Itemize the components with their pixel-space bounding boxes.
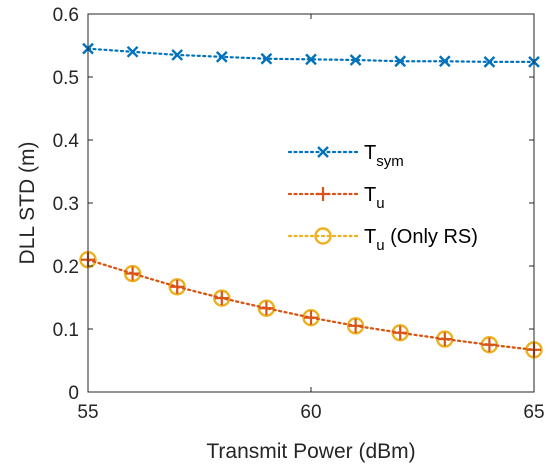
legend-label-0: Tsym <box>364 142 404 170</box>
series-1-point-7 <box>393 325 408 340</box>
legend-entry-2: Tu (Only RS) <box>287 226 478 254</box>
y-tick-label-5: 0.5 <box>53 68 79 89</box>
series-2-point-2 <box>168 278 186 296</box>
legend-entry-1: Tu <box>287 184 385 212</box>
y-tick-label-4: 0.4 <box>53 131 80 152</box>
series-1-point-5 <box>304 310 318 325</box>
series-1-point-4 <box>259 301 274 316</box>
legend-marker-0 <box>317 146 329 158</box>
legend-subscript-2: u <box>376 237 384 254</box>
legend-suffix-2: (Only RS) <box>385 226 478 248</box>
legend-label-2: Tu (Only RS) <box>364 226 478 254</box>
legend-marker-1 <box>316 187 330 201</box>
x-axis-label: Transmit Power (dBm) <box>206 440 415 463</box>
series-0-point-9 <box>483 56 496 68</box>
series-0-point-6 <box>349 54 362 66</box>
series-0-point-5 <box>305 53 317 66</box>
series-0-point-7 <box>394 55 407 68</box>
series-0-point-3 <box>215 50 228 63</box>
ticks-layer: 55 60 65 0 0.1 0.2 0.3 0.4 0.5 0.6 <box>53 5 545 423</box>
series-0-point-1 <box>126 45 139 58</box>
series-2-line <box>86 258 536 351</box>
legend-entry-0: Tsym <box>287 142 404 170</box>
legend-subscript-0: sym <box>376 153 404 170</box>
series-2-point-4 <box>257 299 276 317</box>
series-2-point-7 <box>391 324 409 342</box>
series-0-point-4 <box>260 52 273 65</box>
legend-subscript-1: u <box>376 195 384 212</box>
series-layer <box>79 42 543 359</box>
x-tick-label-0: 55 <box>77 402 98 423</box>
series-2-point-6 <box>346 317 365 335</box>
y-tick-label-0: 0 <box>68 383 79 404</box>
series-2-point-5 <box>302 308 320 327</box>
series-1-line <box>86 258 536 351</box>
series-0-point-8 <box>438 55 451 68</box>
plot-area-frame <box>87 13 535 393</box>
x-tick-label-2: 65 <box>523 402 544 423</box>
series-0-line <box>86 47 536 63</box>
legend: Tsym Tu Tu (Only RS) <box>287 142 478 254</box>
legend-marker-2 <box>314 227 332 245</box>
series-0-point-2 <box>171 49 184 61</box>
series-1-point-3 <box>214 291 229 306</box>
series-2 <box>79 251 543 359</box>
y-tick-label-3: 0.3 <box>53 194 79 215</box>
series-0 <box>82 42 540 68</box>
series-2-point-1 <box>123 264 142 283</box>
series-1-point-6 <box>348 318 363 333</box>
series-1-point-9 <box>482 337 497 352</box>
series-2-point-3 <box>213 289 231 307</box>
legend-label-1: Tu <box>364 184 385 212</box>
series-1 <box>81 252 541 357</box>
y-axis-label: DLL STD (m) <box>16 142 39 265</box>
series-1-point-2 <box>170 279 185 294</box>
y-tick-label-2: 0.2 <box>53 257 79 278</box>
y-tick-label-1: 0.1 <box>53 320 79 341</box>
series-1-point-8 <box>437 332 452 347</box>
x-tick-label-1: 60 <box>300 402 321 423</box>
series-1-point-1 <box>125 266 140 281</box>
y-tick-label-6: 0.6 <box>53 5 79 26</box>
